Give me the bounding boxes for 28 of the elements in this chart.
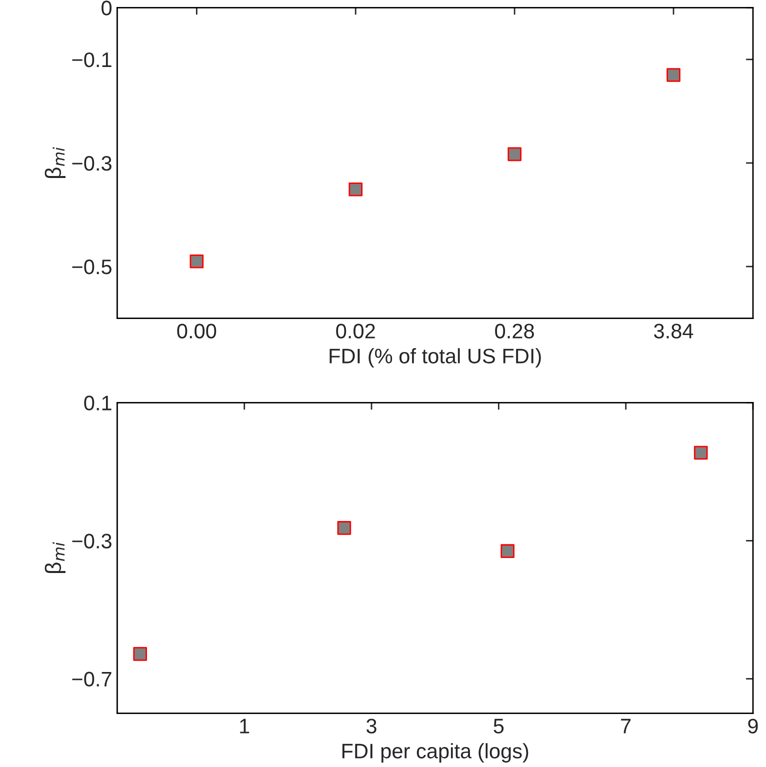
- point: [500, 544, 514, 558]
- x-tick-label: 5: [494, 718, 504, 734]
- y-tick-label: 0: [102, 0, 112, 16]
- point: [133, 647, 147, 661]
- y-tick-label: −0.1: [72, 52, 112, 68]
- point: [348, 182, 363, 196]
- x-axis-title: FDI per capita (logs): [342, 743, 528, 763]
- y-tick-label: 0.1: [84, 396, 112, 410]
- point: [666, 68, 680, 82]
- y-tick-label: −0.3: [72, 534, 112, 548]
- x-tick-label: 0.02: [336, 324, 375, 338]
- x-tick-label: 7: [621, 718, 631, 734]
- point: [337, 521, 352, 535]
- y-tick-label: −0.5: [72, 260, 112, 274]
- y-tick-label: −0.3: [72, 156, 112, 171]
- point: [694, 446, 708, 460]
- point: [190, 254, 204, 268]
- x-tick-label: 0.00: [177, 324, 216, 338]
- y-tick-label: −0.7: [72, 672, 112, 687]
- point: [508, 147, 522, 162]
- x-tick-label: 3.84: [654, 324, 694, 338]
- x-axis-title: FDI (% of total US FDI): [330, 348, 541, 368]
- x-tick-label: 3: [366, 718, 376, 734]
- y-axis-title: β$_{mi}$: [44, 147, 66, 178]
- y-axis-title: β$_{mi}$: [44, 542, 66, 574]
- x-tick-label: 9: [748, 718, 758, 734]
- x-tick-label: 1: [240, 718, 250, 734]
- x-tick-label: 0.28: [495, 324, 534, 338]
